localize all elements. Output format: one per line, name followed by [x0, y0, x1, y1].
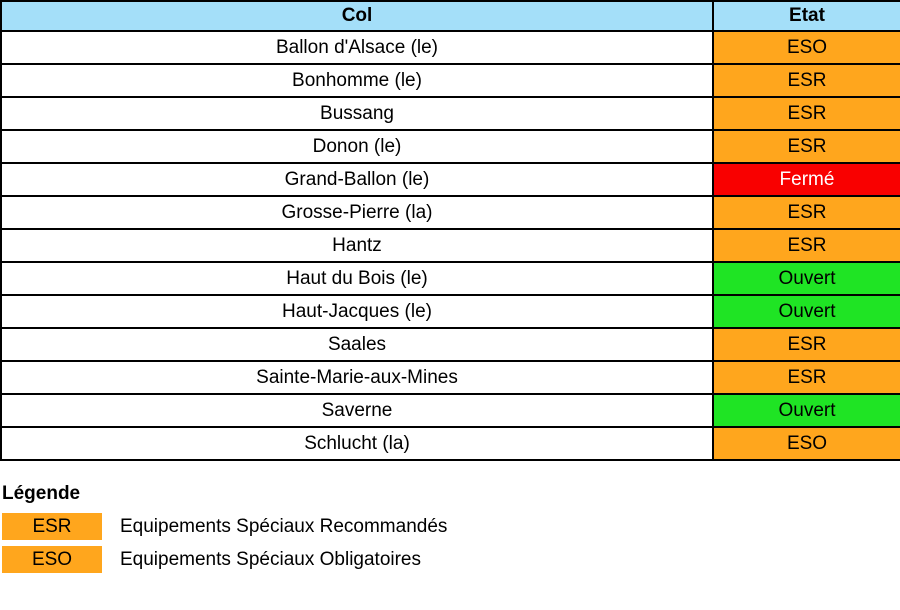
status-badge: ESR [712, 360, 900, 395]
table-row: Grand-Ballon (le) Fermé [0, 162, 900, 197]
status-badge: ESR [712, 327, 900, 362]
legend-swatch-esr: ESR [2, 513, 102, 540]
status-badge: ESR [712, 96, 900, 131]
pass-name-cell: Saverne [0, 393, 714, 428]
status-badge: ESR [712, 129, 900, 164]
pass-name-cell: Saales [0, 327, 714, 362]
pass-name-cell: Grosse-Pierre (la) [0, 195, 714, 230]
status-badge: ESR [712, 195, 900, 230]
table-row: Donon (le) ESR [0, 129, 900, 164]
pass-name-cell: Grand-Ballon (le) [0, 162, 714, 197]
etat-column-header: Etat [712, 0, 900, 32]
legend-title: Légende [2, 483, 81, 504]
table-row: Saverne Ouvert [0, 393, 900, 428]
status-badge: Ouvert [712, 393, 900, 428]
status-badge: Fermé [712, 162, 900, 197]
status-badge: Ouvert [712, 294, 900, 329]
table-row: Hantz ESR [0, 228, 900, 263]
legend-label-esr: Equipements Spéciaux Recommandés [120, 515, 448, 537]
pass-name-cell: Haut du Bois (le) [0, 261, 714, 296]
status-badge: ESR [712, 228, 900, 263]
table-row: Ballon d'Alsace (le) ESO [0, 30, 900, 65]
col-column-header: Col [0, 0, 714, 32]
legend: Légende ESR Equipements Spéciaux Recomma… [2, 483, 900, 573]
legend-item-eso: ESO Equipements Spéciaux Obligatoires [2, 546, 900, 573]
pass-name-cell: Hantz [0, 228, 714, 263]
status-badge: Ouvert [712, 261, 900, 296]
pass-name-cell: Ballon d'Alsace (le) [0, 30, 714, 65]
status-badge: ESR [712, 63, 900, 98]
table-row: Bonhomme (le) ESR [0, 63, 900, 98]
table-header-row: Col Etat [0, 0, 900, 32]
table-row: Sainte-Marie-aux-Mines ESR [0, 360, 900, 395]
table-row: Haut du Bois (le) Ouvert [0, 261, 900, 296]
pass-name-cell: Sainte-Marie-aux-Mines [0, 360, 714, 395]
pass-status-table: Col Etat Ballon d'Alsace (le) ESO Bonhom… [0, 0, 900, 461]
legend-item-esr: ESR Equipements Spéciaux Recommandés [2, 513, 900, 540]
status-badge: ESO [712, 426, 900, 461]
table-row: Grosse-Pierre (la) ESR [0, 195, 900, 230]
pass-name-cell: Donon (le) [0, 129, 714, 164]
table-row: Bussang ESR [0, 96, 900, 131]
table-row: Saales ESR [0, 327, 900, 362]
status-badge: ESO [712, 30, 900, 65]
legend-label-eso: Equipements Spéciaux Obligatoires [120, 548, 422, 570]
pass-name-cell: Haut-Jacques (le) [0, 294, 714, 329]
table-row: Schlucht (la) ESO [0, 426, 900, 461]
pass-name-cell: Schlucht (la) [0, 426, 714, 461]
legend-swatch-eso: ESO [2, 546, 102, 573]
pass-name-cell: Bussang [0, 96, 714, 131]
table-row: Haut-Jacques (le) Ouvert [0, 294, 900, 329]
pass-name-cell: Bonhomme (le) [0, 63, 714, 98]
